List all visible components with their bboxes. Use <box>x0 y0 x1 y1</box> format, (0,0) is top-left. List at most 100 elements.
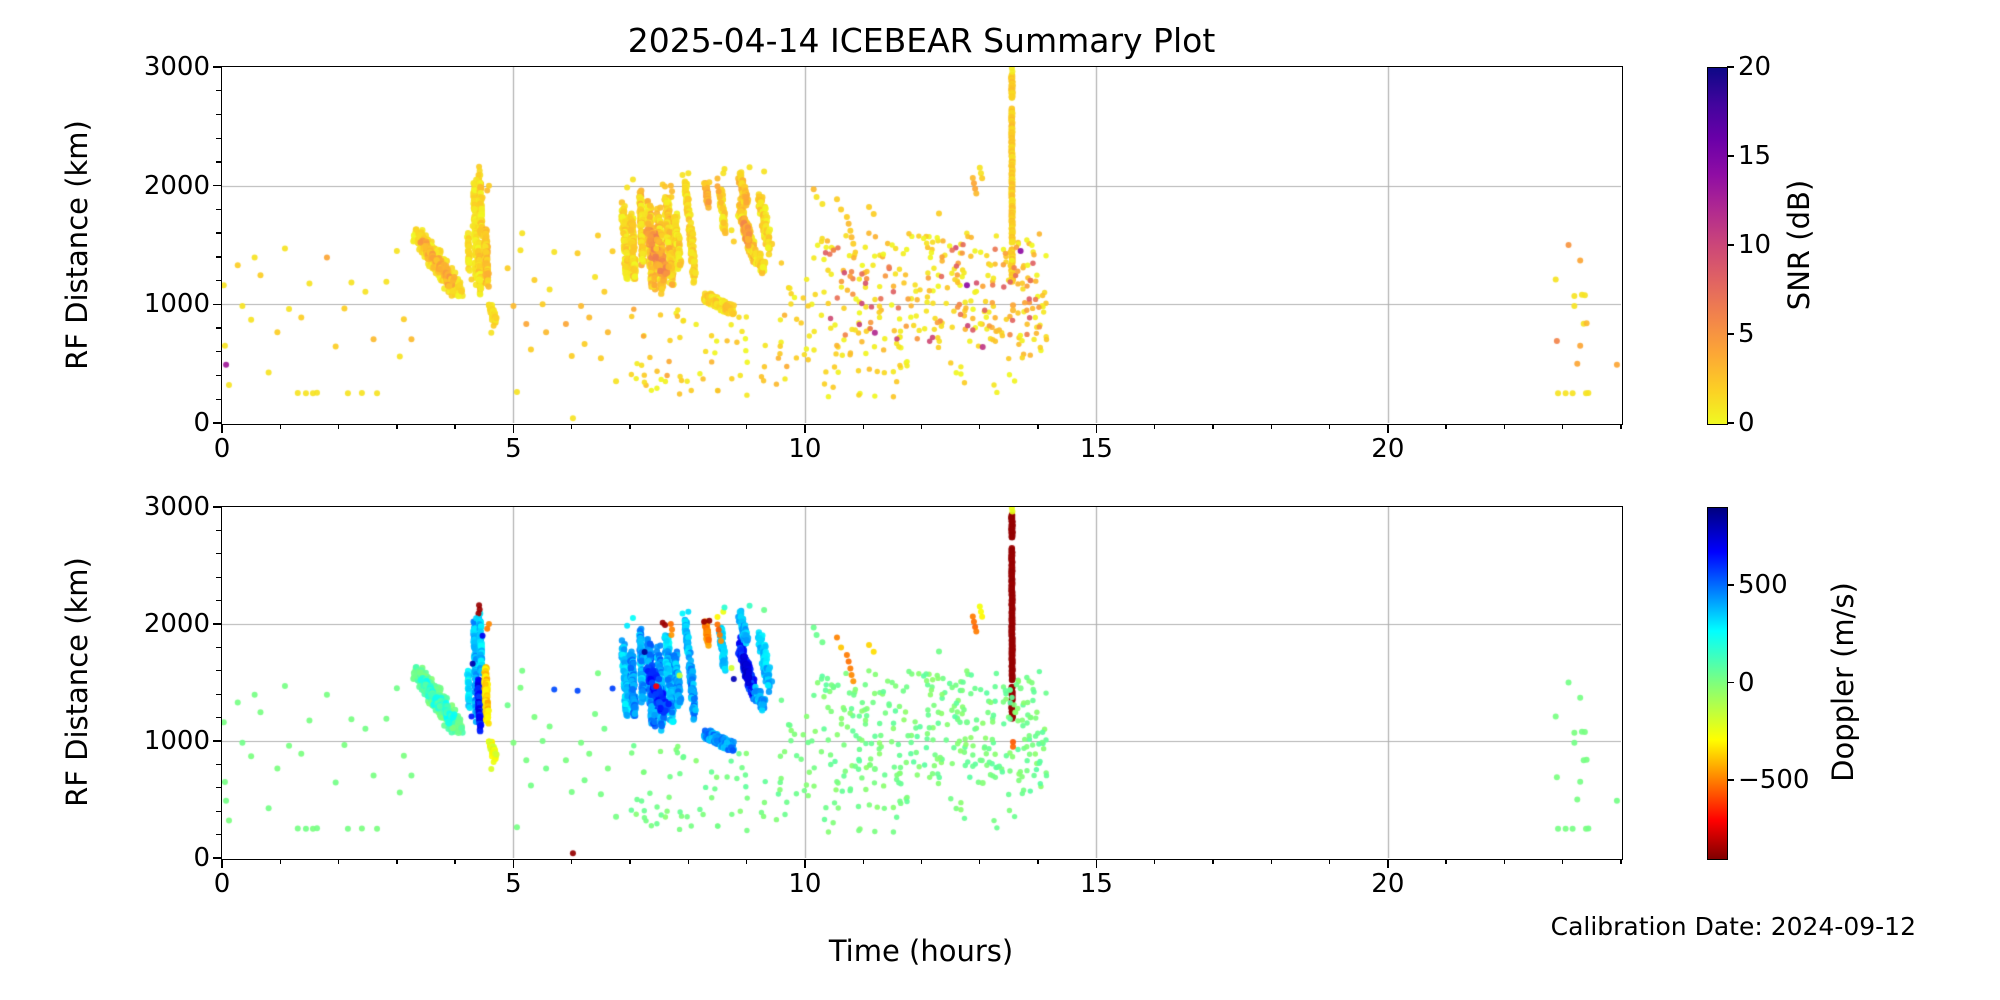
doppler-scatter-panel <box>220 505 1623 860</box>
y-axis-label-bottom: RF Distance (km) <box>60 557 94 807</box>
x-tick <box>1503 424 1506 429</box>
snr-scatter-canvas <box>221 66 1621 423</box>
x-tick <box>279 859 281 864</box>
y-tick-label: 1000 <box>143 726 210 756</box>
x-tick <box>1562 859 1564 864</box>
x-tick-label: 0 <box>213 869 231 899</box>
x-tick-label: 20 <box>1371 869 1405 899</box>
colorbar-tick <box>1727 681 1735 684</box>
y-tick-label: 0 <box>193 843 210 873</box>
x-tick <box>512 859 515 868</box>
y-tick <box>216 256 221 258</box>
x-tick <box>1620 859 1622 864</box>
snr-colorbar <box>1707 67 1728 425</box>
x-tick <box>629 859 631 864</box>
y-tick <box>216 833 221 836</box>
x-tick-label: 5 <box>505 869 522 899</box>
x-tick <box>1387 859 1389 868</box>
x-tick <box>629 424 631 429</box>
colorbar-tick <box>1727 66 1735 68</box>
y-tick-label: 0 <box>193 408 210 438</box>
x-tick <box>571 424 573 429</box>
x-tick <box>920 424 923 429</box>
colorbar-tick-label: 15 <box>1738 141 1772 171</box>
x-tick <box>1212 859 1214 864</box>
x-tick <box>1037 859 1039 864</box>
y-tick-label: 3000 <box>143 52 210 82</box>
figure-title: 2025-04-14 ICEBEAR Summary Plot <box>627 21 1216 60</box>
colorbar-tick-label: 20 <box>1738 52 1772 82</box>
x-tick-label: 5 <box>505 434 522 464</box>
x-tick <box>1328 859 1331 864</box>
doppler-colorbar <box>1707 507 1728 860</box>
y-tick <box>216 529 221 532</box>
colorbar-tick-label: 500 <box>1738 570 1788 600</box>
y-tick-label: 2000 <box>143 170 210 201</box>
x-tick <box>1095 859 1098 868</box>
x-tick <box>1387 424 1389 433</box>
y-tick <box>212 66 221 68</box>
y-tick-label: 3000 <box>143 492 210 522</box>
x-tick <box>1562 424 1564 429</box>
x-tick <box>454 859 456 864</box>
snr-scatter-panel <box>220 65 1623 425</box>
y-tick-label: 1000 <box>143 289 210 320</box>
colorbar-tick-label: 10 <box>1738 230 1772 260</box>
y-tick <box>212 184 221 187</box>
y-tick <box>216 90 221 92</box>
y-tick <box>216 327 221 329</box>
colorbar-tick <box>1727 584 1735 586</box>
x-tick <box>804 859 806 868</box>
colorbar-tick <box>1727 422 1735 424</box>
x-tick-label: 15 <box>1079 869 1113 899</box>
colorbar-tick-label: 5 <box>1738 319 1755 349</box>
x-tick <box>979 424 981 429</box>
y-tick <box>216 810 221 812</box>
x-tick-label: 10 <box>788 434 822 464</box>
x-tick <box>687 424 690 429</box>
x-tick <box>279 424 281 429</box>
colorbar-tick <box>1727 155 1735 157</box>
x-tick <box>337 424 340 429</box>
colorbar-tick-label: 0 <box>1738 667 1755 698</box>
x-tick <box>1212 424 1214 429</box>
y-tick <box>212 303 221 306</box>
x-tick <box>1153 859 1156 864</box>
calibration-date-note: Calibration Date: 2024-09-12 <box>1550 912 1916 941</box>
x-tick <box>687 859 690 864</box>
x-tick <box>454 424 456 429</box>
x-tick-label: 15 <box>1079 434 1113 464</box>
x-tick <box>221 424 223 433</box>
colorbar-tick-label: −500 <box>1738 765 1810 795</box>
y-tick <box>216 208 221 211</box>
x-tick <box>1270 859 1272 864</box>
y-tick <box>212 740 221 742</box>
x-tick <box>337 859 340 864</box>
colorbar-tick-label: 0 <box>1738 408 1755 438</box>
y-tick <box>212 506 221 508</box>
x-tick <box>1503 859 1506 864</box>
x-tick <box>571 859 573 864</box>
y-tick <box>212 422 221 424</box>
x-tick-label: 0 <box>213 434 231 464</box>
x-tick <box>1095 424 1098 433</box>
y-tick <box>216 374 221 377</box>
colorbar-tick <box>1727 244 1735 246</box>
y-tick <box>216 646 221 649</box>
x-tick <box>1270 424 1272 429</box>
x-tick-label: 20 <box>1371 434 1405 464</box>
x-tick <box>1445 424 1447 429</box>
doppler-scatter-canvas <box>221 506 1621 858</box>
x-tick <box>396 424 398 429</box>
y-tick <box>216 670 221 672</box>
x-tick <box>862 424 864 429</box>
x-tick <box>979 859 981 864</box>
y-tick <box>212 857 221 859</box>
y-tick <box>216 279 221 282</box>
x-tick <box>1153 424 1156 429</box>
y-tick <box>216 232 221 234</box>
y-axis-label-top: RF Distance (km) <box>60 120 94 370</box>
x-axis-label: Time (hours) <box>828 934 1014 968</box>
y-tick <box>216 161 221 163</box>
x-tick <box>804 424 806 433</box>
